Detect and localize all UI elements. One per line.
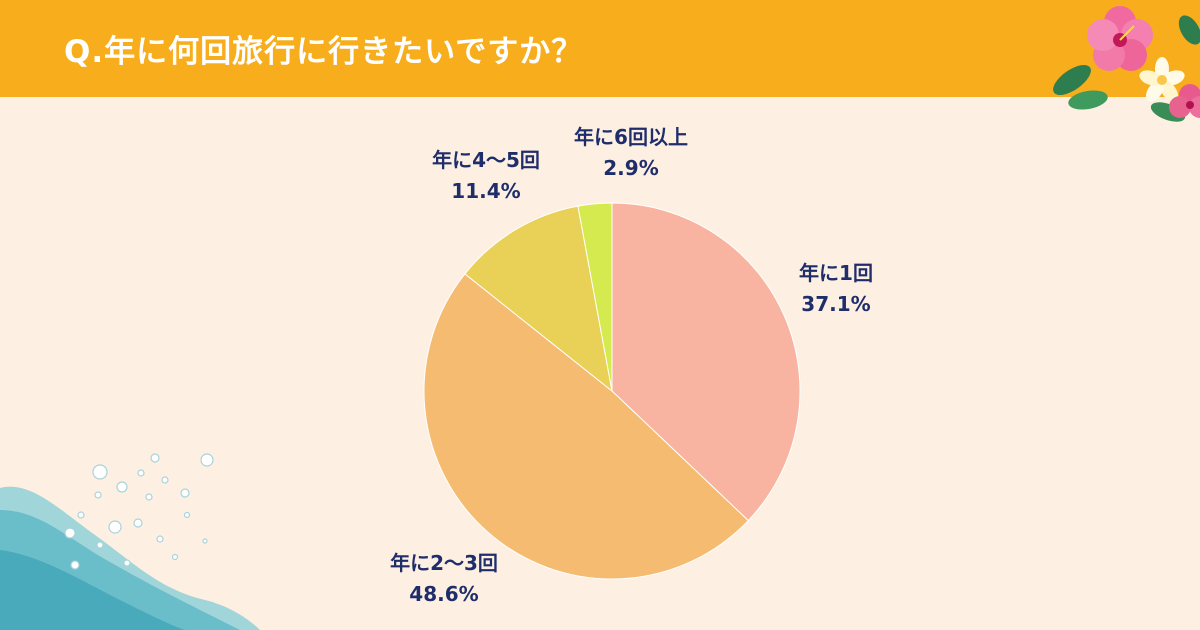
slice-label-four-five: 年に4～5回 11.4%: [432, 145, 540, 207]
water-bubbles-icon: [64, 453, 214, 570]
water-splash-icon: [0, 486, 260, 630]
hibiscus-flowers-icon: [1053, 6, 1200, 122]
pie-slice-six-plus: [577, 202, 613, 392]
slice-label-value: 2.9%: [603, 156, 659, 180]
slice-label-two-three: 年に2～3回 48.6%: [390, 548, 498, 610]
pie-slice-two-three: [423, 273, 749, 580]
slice-label-six-plus: 年に6回以上 2.9%: [574, 122, 688, 184]
pie-slice-four-five: [464, 205, 613, 393]
page-title: Q.年に何回旅行に行きたいですか？: [64, 34, 584, 70]
slice-label-value: 37.1%: [801, 292, 871, 316]
slice-label-value: 11.4%: [451, 179, 521, 203]
slice-label-once: 年に1回 37.1%: [799, 258, 873, 320]
slice-label-name: 年に6回以上: [574, 125, 688, 149]
header-band: Q.年に何回旅行に行きたいですか？: [0, 0, 1200, 97]
pie-slice-once: [611, 202, 801, 522]
slice-label-name: 年に2～3回: [390, 551, 498, 575]
slice-label-value: 48.6%: [409, 582, 479, 606]
slice-label-name: 年に1回: [799, 261, 873, 285]
slice-label-name: 年に4～5回: [432, 148, 540, 172]
